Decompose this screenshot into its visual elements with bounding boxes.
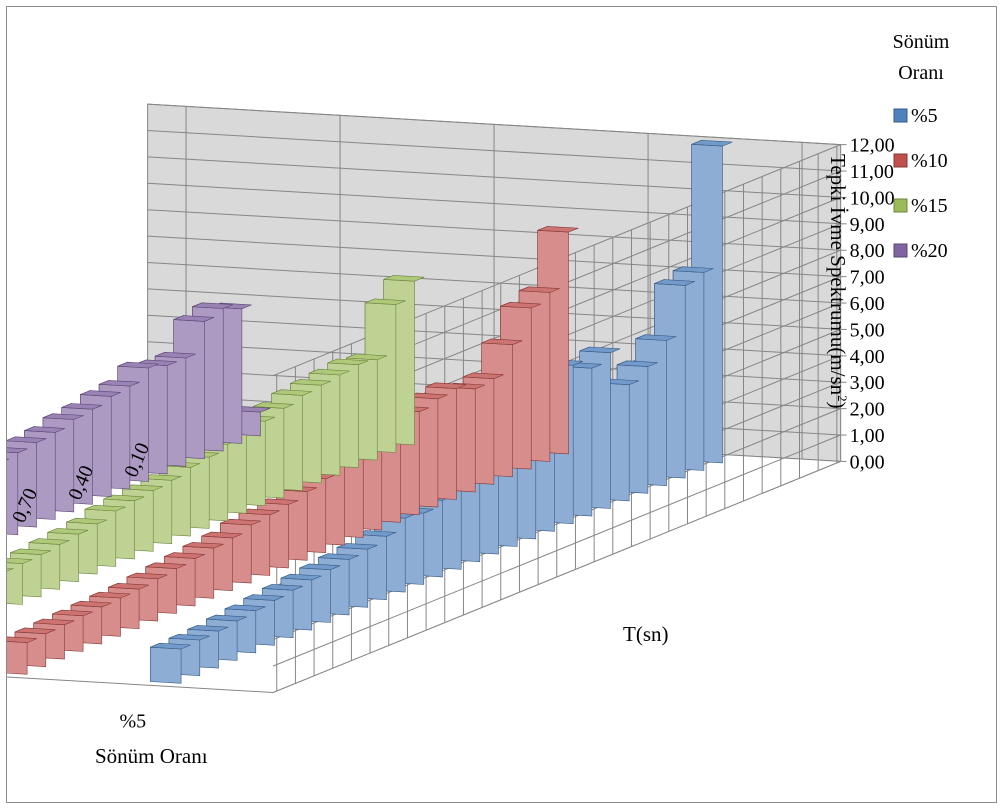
bar <box>7 557 33 605</box>
y-tick-label: 7,00 <box>850 267 885 289</box>
bar <box>150 642 191 684</box>
legend-label: %15 <box>911 195 948 217</box>
series-tick-label: %5 <box>120 711 147 733</box>
y-tick-label: 11,00 <box>850 161 894 183</box>
bar <box>7 636 37 675</box>
legend-label: %5 <box>911 105 938 127</box>
y-tick-label: 6,00 <box>850 293 885 315</box>
y-axis-label-sup: 2 <box>836 395 851 402</box>
legend-swatch <box>893 243 908 258</box>
chart-bars <box>7 139 733 684</box>
y-tick-label: 4,00 <box>850 346 885 368</box>
bar <box>7 458 10 461</box>
legend-title-line2: Oranı <box>898 62 944 84</box>
legend-swatch <box>893 108 908 123</box>
legend-label: %20 <box>911 240 948 262</box>
y-tick-label: 12,00 <box>850 135 895 157</box>
bar <box>7 567 14 572</box>
x-axis-label: T(sn) <box>623 622 669 646</box>
chart-svg: 0,00 1,00 2,00 3,00 4,00 5,00 6,00 7,00 8,00 9,00… <box>7 31 950 768</box>
y-tick-label: 10,00 <box>850 187 895 209</box>
legend-title-line1: Sönüm <box>893 31 950 53</box>
legend-swatch <box>893 198 908 213</box>
y-tick-label: 8,00 <box>850 240 885 262</box>
series-axis-label: Sönüm Oranı <box>95 744 208 768</box>
y-axis-label: Tepki İvme Spektrumu(m/sn2) <box>826 154 851 409</box>
y-axis-label-tail: ) <box>826 402 850 409</box>
chart-legend: %5 %10 %15 %20 <box>893 105 948 262</box>
y-tick-label: 2,00 <box>850 399 885 421</box>
y-axis-label-main: Tepki İvme Spektrumu(m/sn <box>826 154 850 396</box>
chart-frame: 0,00 1,00 2,00 3,00 4,00 5,00 6,00 7,00 8,00 9,00… <box>6 6 997 803</box>
y-tick-label: 3,00 <box>850 372 885 394</box>
legend-swatch <box>893 153 908 168</box>
y-tick-label: 9,00 <box>850 214 885 236</box>
y-tick-label: 0,00 <box>850 451 885 473</box>
legend-label: %10 <box>911 150 948 172</box>
y-tick-label: 5,00 <box>850 319 885 341</box>
y-tick-label: 1,00 <box>850 425 885 447</box>
bar <box>7 447 28 536</box>
